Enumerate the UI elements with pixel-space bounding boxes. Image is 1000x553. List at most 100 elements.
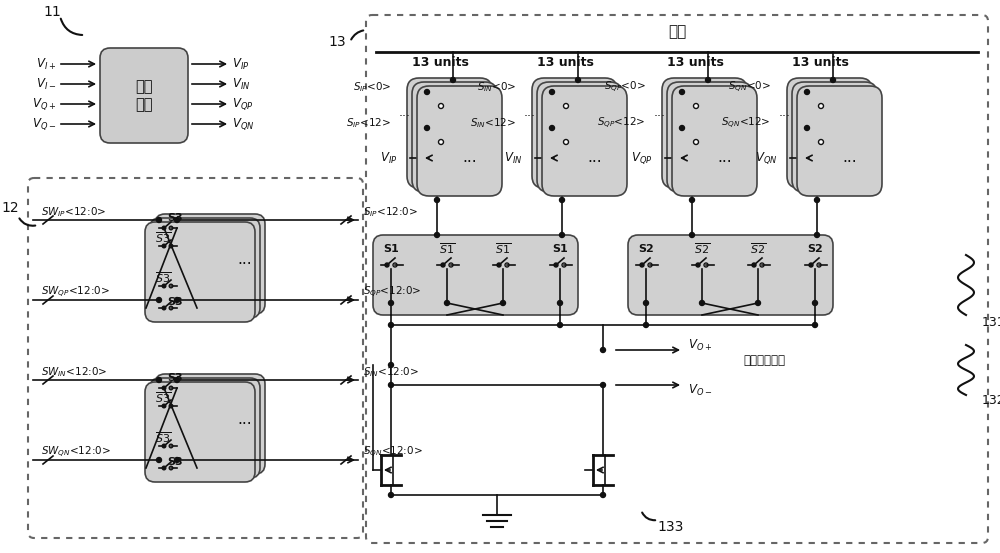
Circle shape: [169, 444, 173, 448]
FancyBboxPatch shape: [155, 214, 265, 314]
Text: $V_{QN}$: $V_{QN}$: [232, 116, 254, 132]
Circle shape: [550, 126, 554, 131]
Circle shape: [444, 300, 450, 305]
Circle shape: [804, 126, 810, 131]
Circle shape: [576, 77, 580, 82]
FancyBboxPatch shape: [145, 382, 255, 482]
Circle shape: [497, 263, 501, 267]
Circle shape: [156, 457, 162, 462]
Text: S3: S3: [167, 373, 183, 383]
Text: $V_{O-}$: $V_{O-}$: [688, 383, 712, 398]
Text: S2: S2: [807, 244, 823, 254]
Circle shape: [648, 263, 652, 267]
Text: $V_{IP}$: $V_{IP}$: [380, 150, 397, 165]
FancyBboxPatch shape: [407, 78, 492, 188]
FancyBboxPatch shape: [628, 235, 833, 315]
Circle shape: [169, 244, 173, 248]
FancyBboxPatch shape: [537, 82, 622, 192]
Circle shape: [564, 139, 568, 144]
Circle shape: [441, 263, 445, 267]
Circle shape: [156, 298, 162, 302]
Text: ...: ...: [524, 106, 536, 118]
Text: ...: ...: [718, 150, 732, 165]
Text: $V_{IP}$: $V_{IP}$: [232, 56, 249, 71]
Text: 11: 11: [43, 5, 61, 19]
Circle shape: [818, 139, 824, 144]
Text: ...: ...: [779, 106, 791, 118]
Text: $S_{IN}$<12>: $S_{IN}$<12>: [470, 116, 516, 130]
Circle shape: [162, 226, 166, 230]
Text: $V_{Q-}$: $V_{Q-}$: [32, 116, 56, 132]
Circle shape: [644, 300, 648, 305]
Text: $SW_{IP}$<12:0>: $SW_{IP}$<12:0>: [41, 205, 106, 219]
Circle shape: [694, 139, 698, 144]
Circle shape: [554, 263, 558, 267]
Circle shape: [393, 263, 397, 267]
FancyBboxPatch shape: [150, 218, 260, 318]
Circle shape: [812, 300, 818, 305]
Circle shape: [438, 139, 444, 144]
Text: $S_{QN}$<0>: $S_{QN}$<0>: [728, 80, 771, 95]
Text: S3: S3: [167, 297, 183, 307]
Circle shape: [680, 90, 684, 95]
Circle shape: [558, 300, 562, 305]
Text: $\overline{S3}$: $\overline{S3}$: [155, 270, 171, 285]
Circle shape: [694, 103, 698, 108]
Circle shape: [560, 197, 564, 202]
FancyBboxPatch shape: [412, 82, 497, 192]
Text: $V_{O+}$: $V_{O+}$: [688, 337, 712, 353]
Text: $S_{IP}$<12>: $S_{IP}$<12>: [346, 116, 391, 130]
Circle shape: [640, 263, 644, 267]
Text: $\overline{S3}$: $\overline{S3}$: [155, 231, 171, 246]
Circle shape: [600, 493, 606, 498]
Text: ...: ...: [588, 150, 602, 165]
Circle shape: [385, 263, 389, 267]
Circle shape: [804, 90, 810, 95]
Text: 13 units: 13 units: [667, 55, 723, 69]
Text: ...: ...: [843, 150, 857, 165]
Circle shape: [505, 263, 509, 267]
Circle shape: [169, 386, 173, 390]
Text: $S_{IP}$<12:0>: $S_{IP}$<12:0>: [363, 205, 418, 219]
Text: $\overline{S3}$: $\overline{S3}$: [155, 431, 171, 445]
Text: $SW_{IN}$<12:0>: $SW_{IN}$<12:0>: [41, 365, 107, 379]
Circle shape: [760, 263, 764, 267]
Circle shape: [814, 232, 820, 237]
Circle shape: [700, 300, 704, 305]
Circle shape: [809, 263, 813, 267]
Text: $\overline{S2}$: $\overline{S2}$: [694, 242, 710, 257]
Circle shape: [690, 232, 694, 237]
Circle shape: [696, 263, 700, 267]
Circle shape: [562, 263, 566, 267]
Text: ...: ...: [238, 413, 252, 427]
FancyBboxPatch shape: [797, 86, 882, 196]
Circle shape: [388, 322, 394, 327]
Text: S2: S2: [638, 244, 654, 254]
Text: $\overline{S1}$: $\overline{S1}$: [439, 242, 455, 257]
Circle shape: [388, 493, 394, 498]
Circle shape: [680, 126, 684, 131]
Circle shape: [600, 383, 606, 388]
FancyBboxPatch shape: [667, 82, 752, 192]
Circle shape: [812, 322, 818, 327]
Text: 131: 131: [982, 316, 1000, 328]
Circle shape: [690, 197, 694, 202]
Circle shape: [162, 404, 166, 408]
FancyBboxPatch shape: [150, 378, 260, 478]
Text: $SW_{QP}$<12:0>: $SW_{QP}$<12:0>: [41, 284, 110, 300]
Circle shape: [434, 232, 440, 237]
Circle shape: [175, 457, 180, 462]
Circle shape: [388, 383, 394, 388]
Text: $V_{QN}$: $V_{QN}$: [755, 150, 777, 166]
Circle shape: [156, 378, 162, 383]
Text: ...: ...: [463, 150, 477, 165]
Circle shape: [162, 306, 166, 310]
Text: 133: 133: [658, 520, 684, 534]
Circle shape: [817, 263, 821, 267]
Text: $V_{I-}$: $V_{I-}$: [36, 76, 56, 92]
Circle shape: [644, 322, 648, 327]
Text: $S_{QN}$<12:0>: $S_{QN}$<12:0>: [363, 445, 423, 460]
Circle shape: [814, 197, 820, 202]
Text: S1: S1: [552, 244, 568, 254]
Circle shape: [752, 263, 756, 267]
